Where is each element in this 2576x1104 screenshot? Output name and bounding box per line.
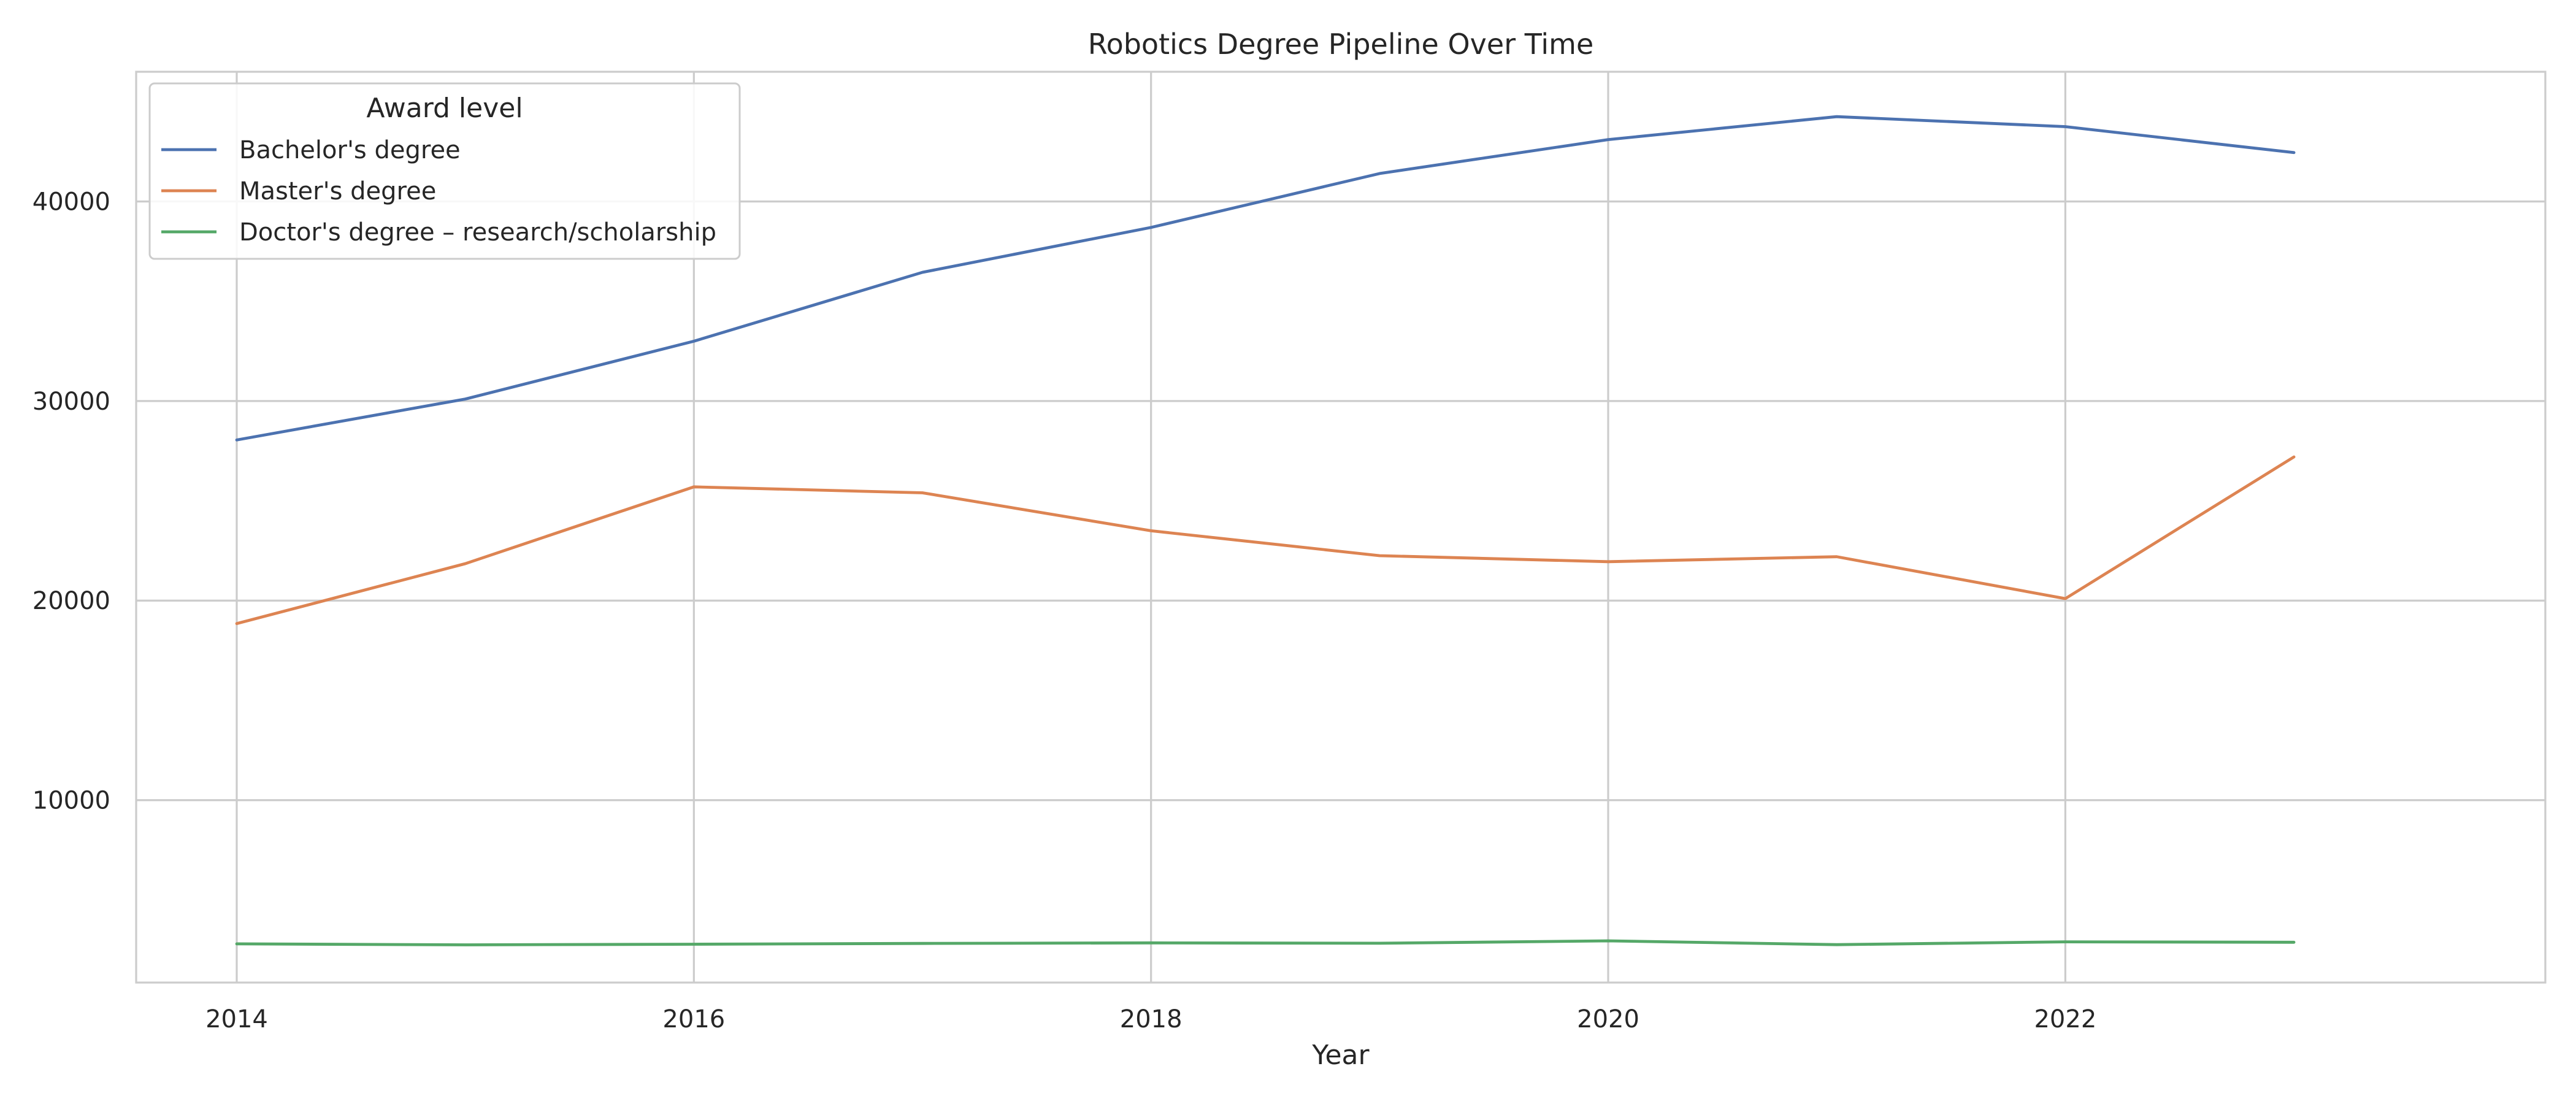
chart-title: Robotics Degree Pipeline Over Time (1088, 28, 1594, 61)
legend: Award level Bachelor's degree Master's de… (148, 82, 741, 260)
legend-label: Master's degree (239, 177, 436, 205)
y-tick-label: 40000 (33, 188, 110, 216)
x-tick-label: 2020 (1577, 1005, 1639, 1033)
x-tick-label: 2022 (2034, 1005, 2096, 1033)
plot-area-frame (135, 71, 2547, 984)
x-tick-label: 2014 (205, 1005, 268, 1033)
legend-label: Doctor's degree – research/scholarship (239, 218, 716, 247)
legend-items: Bachelor's degree Master's degree Doctor's… (161, 136, 716, 247)
y-tick-label: 10000 (33, 787, 110, 815)
x-axis-label: Year (1311, 1040, 1370, 1071)
series-line-2 (235, 455, 2296, 626)
series-line-1 (235, 115, 2296, 442)
series-layer (235, 115, 2296, 946)
y-tick-label: 30000 (33, 388, 110, 416)
x-tick-label: 2016 (662, 1005, 725, 1033)
y-tick-label: 20000 (33, 587, 110, 615)
x-tick-label: 2018 (1120, 1005, 1183, 1033)
legend-label: Bachelor's degree (239, 136, 461, 164)
legend-title: Award level (366, 93, 523, 124)
legend-box (148, 82, 741, 260)
series-line-3 (235, 939, 2296, 946)
tick-label-layer: 2014 2016 2018 2020 2022 10000 20000 30000 40000 (33, 188, 2097, 1033)
